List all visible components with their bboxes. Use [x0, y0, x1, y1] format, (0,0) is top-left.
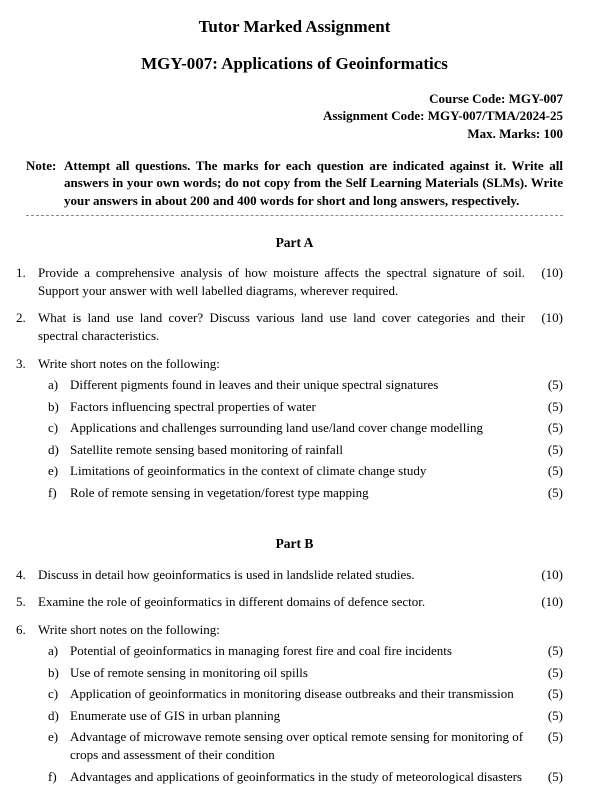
- sub-label: f): [26, 484, 70, 502]
- sub-item: c) Application of geoinformatics in moni…: [26, 685, 563, 703]
- question-text: Write short notes on the following:: [38, 621, 533, 639]
- sub-item: c) Applications and challenges surroundi…: [26, 419, 563, 437]
- sub-label: d): [26, 441, 70, 459]
- question-number: 4.: [16, 566, 38, 584]
- sub-label: a): [26, 642, 70, 660]
- question-3: 3. Write short notes on the following:: [26, 355, 563, 373]
- main-title: Tutor Marked Assignment: [26, 16, 563, 39]
- question-text: What is land use land cover? Discuss var…: [38, 309, 533, 344]
- question-text: Provide a comprehensive analysis of how …: [38, 264, 533, 299]
- sub-text: Satellite remote sensing based monitorin…: [70, 441, 535, 459]
- sub-item: b) Use of remote sensing in monitoring o…: [26, 664, 563, 682]
- sub-label: b): [26, 664, 70, 682]
- question-marks: (10): [533, 566, 563, 584]
- sub-marks: (5): [535, 441, 563, 459]
- sub-label: f): [26, 768, 70, 786]
- sub-item: f) Advantages and applications of geoinf…: [26, 768, 563, 786]
- sub-text: Use of remote sensing in monitoring oil …: [70, 664, 535, 682]
- part-a-heading: Part A: [26, 234, 563, 252]
- part-b-heading: Part B: [26, 535, 563, 553]
- question-marks: (10): [533, 593, 563, 611]
- question-text: Write short notes on the following:: [38, 355, 533, 373]
- sub-label: e): [26, 462, 70, 480]
- question-text: Examine the role of geoinformatics in di…: [38, 593, 533, 611]
- sub-item: a) Different pigments found in leaves an…: [26, 376, 563, 394]
- sub-text: Application of geoinformatics in monitor…: [70, 685, 535, 703]
- max-marks: Max. Marks: 100: [26, 125, 563, 143]
- sub-label: a): [26, 376, 70, 394]
- sub-marks: (5): [535, 462, 563, 480]
- question-marks: (10): [533, 264, 563, 299]
- sub-item: e) Limitations of geoinformatics in the …: [26, 462, 563, 480]
- sub-marks: (5): [535, 484, 563, 502]
- sub-marks: (5): [535, 419, 563, 437]
- sub-label: b): [26, 398, 70, 416]
- course-title: MGY-007: Applications of Geoinformatics: [26, 53, 563, 76]
- note-text: Attempt all questions. The marks for eac…: [64, 157, 563, 210]
- sub-marks: (5): [535, 728, 563, 763]
- note-label: Note:: [26, 157, 64, 210]
- sub-text: Advantages and applications of geoinform…: [70, 768, 535, 786]
- meta-block: Course Code: MGY-007 Assignment Code: MG…: [26, 90, 563, 143]
- question-number: 2.: [16, 309, 38, 344]
- sub-label: c): [26, 419, 70, 437]
- question-6: 6. Write short notes on the following:: [26, 621, 563, 639]
- sub-item: a) Potential of geoinformatics in managi…: [26, 642, 563, 660]
- sub-item: b) Factors influencing spectral properti…: [26, 398, 563, 416]
- sub-text: Applications and challenges surrounding …: [70, 419, 535, 437]
- question-marks: [533, 355, 563, 373]
- question-number: 3.: [16, 355, 38, 373]
- sub-marks: (5): [535, 642, 563, 660]
- sub-label: e): [26, 728, 70, 763]
- divider: [26, 215, 563, 216]
- question-number: 5.: [16, 593, 38, 611]
- sub-text: Role of remote sensing in vegetation/for…: [70, 484, 535, 502]
- sub-item: f) Role of remote sensing in vegetation/…: [26, 484, 563, 502]
- sub-label: d): [26, 707, 70, 725]
- sub-text: Enumerate use of GIS in urban planning: [70, 707, 535, 725]
- sub-text: Different pigments found in leaves and t…: [70, 376, 535, 394]
- sub-item: d) Enumerate use of GIS in urban plannin…: [26, 707, 563, 725]
- sub-marks: (5): [535, 398, 563, 416]
- sub-marks: (5): [535, 707, 563, 725]
- question-marks: (10): [533, 309, 563, 344]
- sub-text: Potential of geoinformatics in managing …: [70, 642, 535, 660]
- sub-text: Advantage of microwave remote sensing ov…: [70, 728, 535, 763]
- sub-marks: (5): [535, 664, 563, 682]
- question-2: 2. What is land use land cover? Discuss …: [26, 309, 563, 344]
- sub-item: d) Satellite remote sensing based monito…: [26, 441, 563, 459]
- question-5: 5. Examine the role of geoinformatics in…: [26, 593, 563, 611]
- question-number: 6.: [16, 621, 38, 639]
- sub-marks: (5): [535, 768, 563, 786]
- course-code: Course Code: MGY-007: [26, 90, 563, 108]
- question-text: Discuss in detail how geoinformatics is …: [38, 566, 533, 584]
- assignment-code: Assignment Code: MGY-007/TMA/2024-25: [26, 107, 563, 125]
- question-4: 4. Discuss in detail how geoinformatics …: [26, 566, 563, 584]
- sub-text: Limitations of geoinformatics in the con…: [70, 462, 535, 480]
- question-1: 1. Provide a comprehensive analysis of h…: [26, 264, 563, 299]
- sub-item: e) Advantage of microwave remote sensing…: [26, 728, 563, 763]
- sub-marks: (5): [535, 376, 563, 394]
- sub-label: c): [26, 685, 70, 703]
- sub-text: Factors influencing spectral properties …: [70, 398, 535, 416]
- question-marks: [533, 621, 563, 639]
- note-row: Note: Attempt all questions. The marks f…: [26, 157, 563, 210]
- sub-marks: (5): [535, 685, 563, 703]
- question-number: 1.: [16, 264, 38, 299]
